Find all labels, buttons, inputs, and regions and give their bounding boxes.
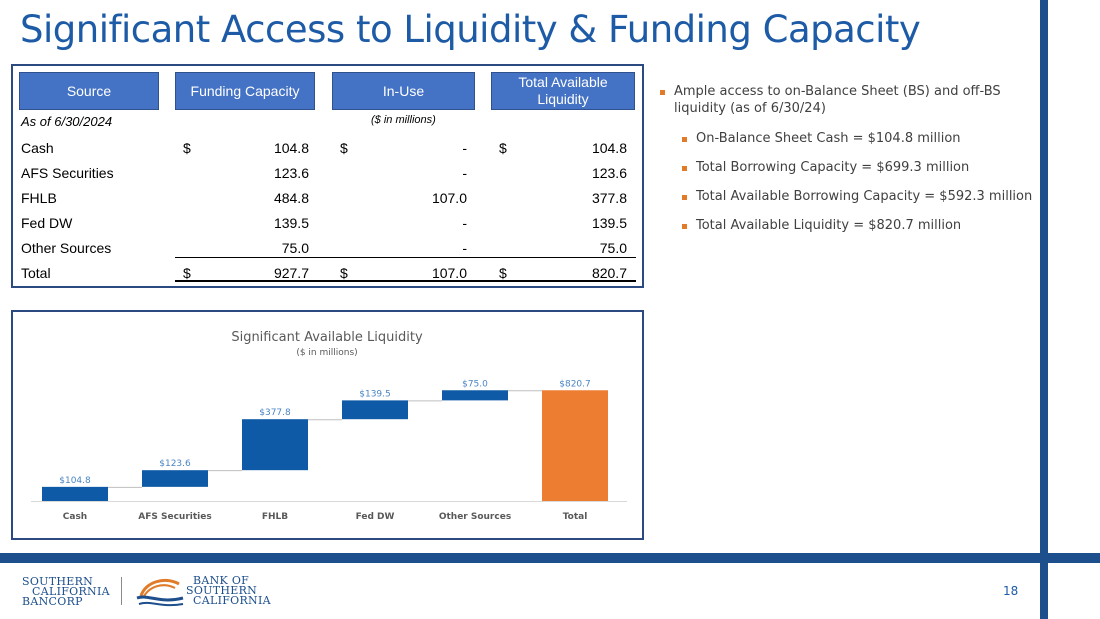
header-in-use: In-Use xyxy=(332,72,475,110)
funding-capacity-value: 123.6 xyxy=(273,165,309,181)
bullet-text: liquidity (as of 6/30/24) xyxy=(674,101,826,116)
logo-right-line-2: SOUTHERN xyxy=(186,584,258,597)
header-funding-capacity: Funding Capacity xyxy=(175,72,315,110)
table-row: Cash $104.8 $ - $104.8 xyxy=(13,136,642,161)
chart-svg: Significant Available Liquidity ($ in mil… xyxy=(31,330,627,522)
waterfall-bar xyxy=(42,486,108,501)
liquidity-table: Source Funding Capacity In-Use Total Ava… xyxy=(11,64,644,288)
sub-bullet-text: Total Borrowing Capacity = $699.3 millio… xyxy=(696,160,970,175)
logo-right-line-1: BANK OF xyxy=(193,574,250,587)
waterfall-chart: Significant Available Liquidity ($ in mil… xyxy=(11,310,644,540)
available-liquidity-value: 123.6 xyxy=(591,165,627,181)
sub-bullet-text: On-Balance Sheet Cash = $104.8 million xyxy=(696,131,961,146)
available-dollar-sign: $ xyxy=(499,140,507,156)
row-label: Other Sources xyxy=(21,240,112,256)
header-total-available-liquidity: Total Available Liquidity xyxy=(491,72,635,110)
bullet-text: Ample access to on-Balance Sheet (BS) an… xyxy=(674,84,1001,99)
in-use-value: - xyxy=(462,215,467,231)
waterfall-bar xyxy=(142,470,208,487)
funding-capacity-value: 104.8 xyxy=(273,140,309,156)
sub-bullet-text: Total Available Borrowing Capacity = $59… xyxy=(696,189,1033,204)
chart-subtitle: ($ in millions) xyxy=(296,348,357,358)
available-liquidity-value: 377.8 xyxy=(591,190,627,206)
funding-capacity-value: 75.0 xyxy=(281,240,309,256)
in-use-dollar-sign: $ xyxy=(340,265,348,281)
waterfall-bar xyxy=(342,400,408,420)
sub-bullet-text: Total Available Liquidity = $820.7 milli… xyxy=(696,218,962,233)
page-number: 18 xyxy=(1003,584,1019,598)
data-label: $820.7 xyxy=(559,379,591,389)
right-accent-bar xyxy=(1040,0,1048,619)
bullet-marker xyxy=(682,224,687,229)
in-use-value: - xyxy=(462,240,467,256)
row-label: FHLB xyxy=(21,190,57,206)
as-of-date: As of 6/30/2024 xyxy=(21,114,113,129)
slide-title: Significant Access to Liquidity & Fundin… xyxy=(20,8,921,51)
funding-capacity-value: 927.7 xyxy=(273,265,309,281)
footer-divider-bar xyxy=(0,553,1100,563)
bullet-marker xyxy=(682,195,687,200)
logo-left-line-1: SOUTHERN xyxy=(22,575,94,588)
category-label: AFS Securities xyxy=(138,512,211,522)
in-use-value: - xyxy=(462,140,467,156)
logo-separator xyxy=(121,577,122,605)
category-label: Fed DW xyxy=(356,512,395,522)
logo-left-line-3: BANCORP xyxy=(22,595,83,608)
data-label: $75.0 xyxy=(462,379,488,389)
row-label: Cash xyxy=(21,140,54,156)
data-label: $139.5 xyxy=(359,389,391,399)
available-dollar-sign: $ xyxy=(499,265,507,281)
table-row: Other Sources 75.0 - 75.0 xyxy=(13,236,642,261)
category-label: FHLB xyxy=(262,512,288,522)
waterfall-bar xyxy=(442,390,508,401)
table-row: FHLB 484.8 107.0 377.8 xyxy=(13,186,642,211)
in-use-value: 107.0 xyxy=(431,190,467,206)
table-row: Total $927.7 $107.0 $820.7 xyxy=(13,261,642,286)
waterfall-bar xyxy=(242,419,308,471)
logo-right-line-3: CALIFORNIA xyxy=(193,594,271,607)
funding-capacity-value: 484.8 xyxy=(273,190,309,206)
bullet-marker xyxy=(682,166,687,171)
data-label: $123.6 xyxy=(159,459,191,469)
funding-dollar-sign: $ xyxy=(183,265,191,281)
waterfall-bar xyxy=(542,390,608,501)
logo-left-line-2: CALIFORNIA xyxy=(32,585,110,598)
table-row: AFS Securities 123.6 - 123.6 xyxy=(13,161,642,186)
data-label: $377.8 xyxy=(259,408,291,418)
funding-capacity-value: 139.5 xyxy=(273,215,309,231)
category-label: Cash xyxy=(63,512,87,522)
bank-logo-icon xyxy=(136,579,184,607)
bullet-marker xyxy=(660,90,665,95)
row-label: AFS Securities xyxy=(21,165,114,181)
available-liquidity-value: 820.7 xyxy=(591,265,627,281)
category-label: Total xyxy=(563,512,588,522)
category-label: Other Sources xyxy=(439,512,511,522)
bullet-marker xyxy=(682,137,687,142)
table-row: Fed DW 139.5 - 139.5 xyxy=(13,211,642,236)
header-source: Source xyxy=(19,72,159,110)
table-units: ($ in millions) xyxy=(371,114,436,126)
data-label: $104.8 xyxy=(59,476,91,486)
available-liquidity-value: 104.8 xyxy=(591,140,627,156)
available-liquidity-value: 139.5 xyxy=(591,215,627,231)
total-top-rule xyxy=(175,257,636,258)
total-bottom-rule xyxy=(175,280,636,282)
chart-title: Significant Available Liquidity xyxy=(231,330,423,345)
row-label: Total xyxy=(21,265,51,281)
in-use-value: - xyxy=(462,165,467,181)
in-use-value: 107.0 xyxy=(431,265,467,281)
funding-dollar-sign: $ xyxy=(183,140,191,156)
in-use-dollar-sign: $ xyxy=(340,140,348,156)
row-label: Fed DW xyxy=(21,215,73,231)
available-liquidity-value: 75.0 xyxy=(599,240,627,256)
